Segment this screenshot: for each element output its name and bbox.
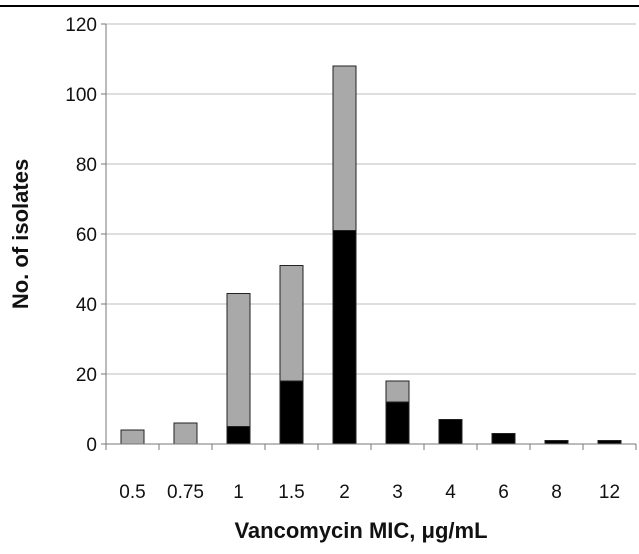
y-axis-title: No. of isolates <box>8 159 33 309</box>
bar-segment-black <box>491 433 516 445</box>
bar-segment-gray <box>120 429 145 445</box>
bar-segment-gray <box>332 65 357 231</box>
bar-segment-gray <box>279 265 304 382</box>
bar-segment-black <box>597 440 622 445</box>
bar-segment-gray <box>226 293 251 427</box>
x-tick-label: 1.5 <box>278 482 304 503</box>
bar-segment-black <box>332 230 357 445</box>
x-tick-label: 4 <box>445 482 456 503</box>
bars <box>120 65 622 445</box>
bar-segment-black <box>544 440 569 445</box>
bar-segment-black <box>279 380 304 445</box>
y-tick-labels: 0 20 40 60 80 100 120 <box>65 15 97 456</box>
bar-segment-black <box>438 419 463 445</box>
x-axis-title: Vancomycin MIC, μg/mL <box>234 518 487 543</box>
gridlines <box>106 23 636 375</box>
x-tick-label: 12 <box>599 482 620 503</box>
x-tick-label: 0.75 <box>167 482 204 503</box>
bar-segment-black <box>226 426 251 445</box>
x-tick-label: 6 <box>498 482 509 503</box>
x-tick-label: 8 <box>551 482 562 503</box>
axes <box>101 23 637 450</box>
y-tick-label: 60 <box>76 225 97 246</box>
y-tick-label: 20 <box>76 365 97 386</box>
y-tick-label: 40 <box>76 295 97 316</box>
bar-segment-gray <box>173 422 198 445</box>
x-tick-labels: 0.5 0.75 1 1.5 2 3 4 6 8 12 <box>119 482 620 503</box>
y-tick-label: 80 <box>76 155 97 176</box>
x-tick-label: 0.5 <box>119 482 145 503</box>
x-tick-label: 2 <box>339 482 350 503</box>
x-tick-label: 3 <box>392 482 403 503</box>
bar-segment-gray <box>385 380 410 403</box>
y-tick-label: 120 <box>65 15 97 36</box>
y-tick-label: 0 <box>86 435 97 456</box>
x-tick-label: 1 <box>233 482 244 503</box>
y-tick-label: 100 <box>65 85 97 106</box>
bar-segment-black <box>385 401 410 445</box>
